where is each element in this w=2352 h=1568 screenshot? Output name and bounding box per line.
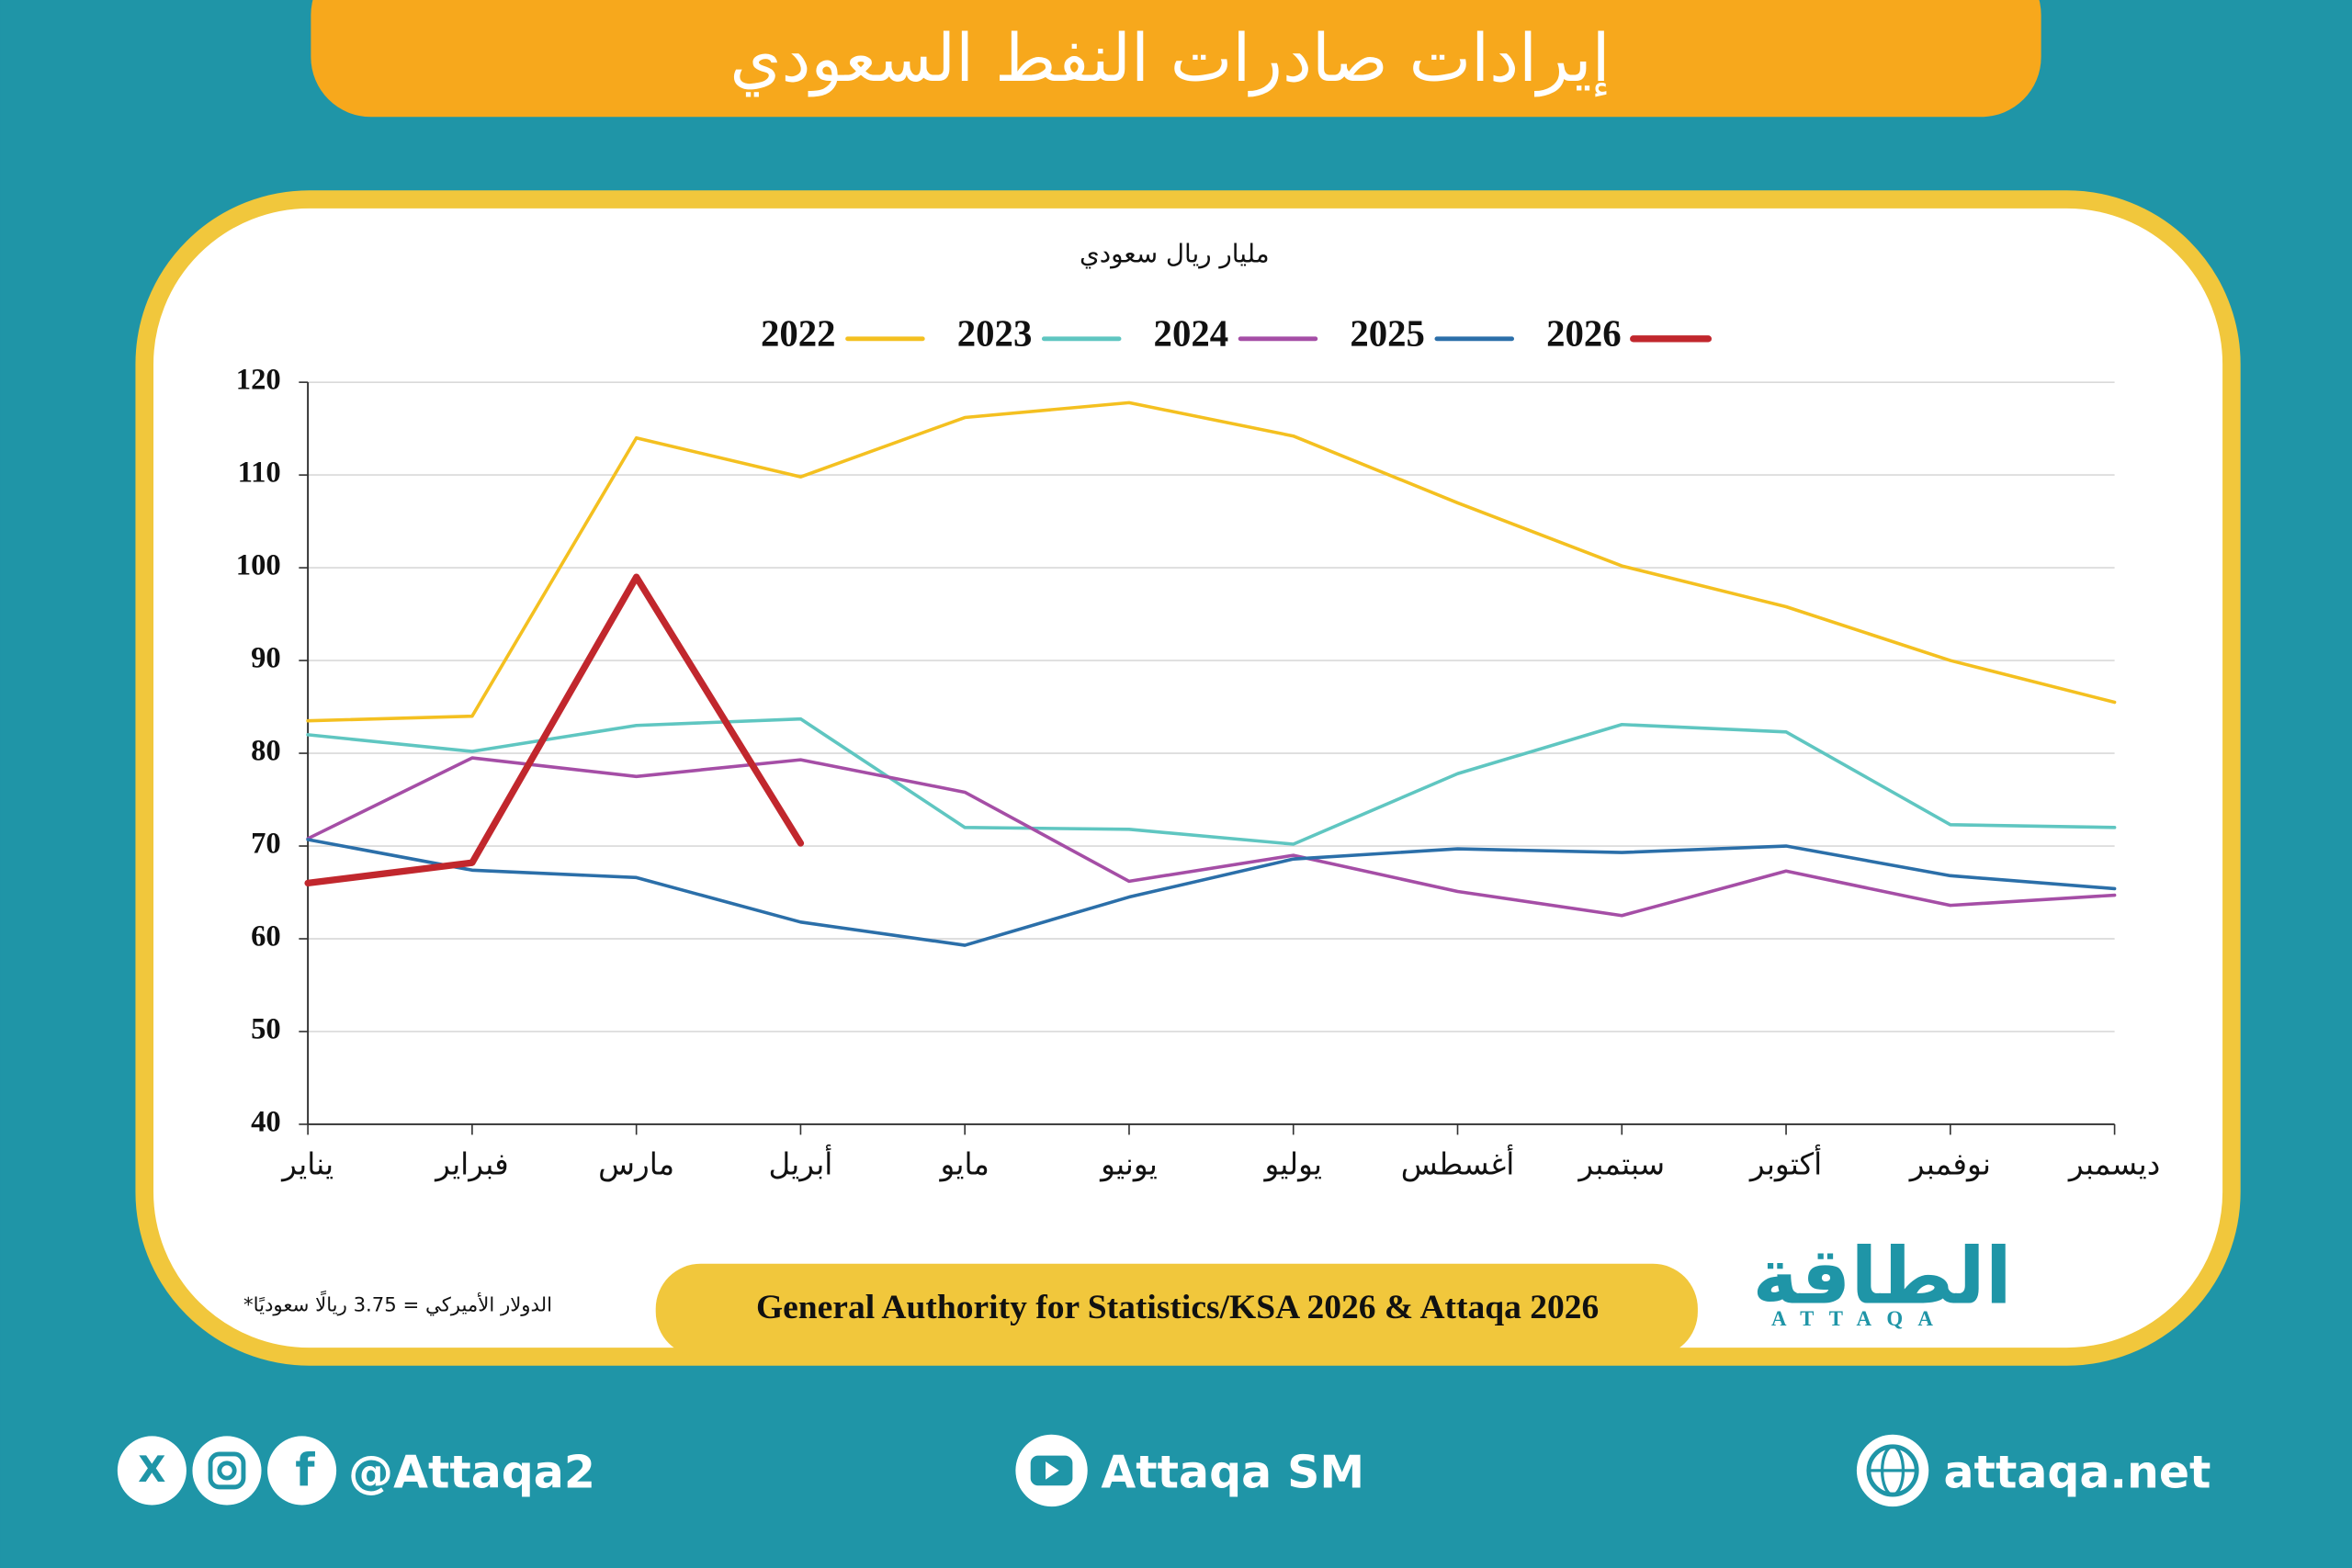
y-tick-label: 120 — [236, 364, 281, 397]
social-handle[interactable]: @Attaqa2 — [348, 1446, 595, 1498]
legend-label: 2024 — [1154, 313, 1229, 355]
svg-text:f: f — [295, 1445, 315, 1497]
legend-label: 2025 — [1350, 313, 1425, 355]
y-tick-label: 40 — [251, 1105, 281, 1138]
source: General Authority for Statistics/KSA 202… — [756, 1289, 1599, 1326]
series-line — [306, 838, 2117, 947]
y-tick-label: 80 — [251, 735, 281, 768]
y-tick-label: 110 — [238, 457, 281, 490]
y-axis-unit: مليار ريال سعودي — [1080, 238, 1270, 268]
x-tick-label: سبتمبر — [1577, 1147, 1665, 1182]
x-tick-label: ديسمبر — [2067, 1147, 2160, 1182]
x-tick-label: أغسطس — [1401, 1145, 1515, 1182]
page-title: إيرادات صادرات النفط السعودي — [729, 19, 1610, 97]
source-pill — [655, 1263, 1698, 1357]
y-tick-label: 90 — [251, 642, 281, 675]
logo-name: الطاقة — [1752, 1232, 2012, 1323]
x-tick-label: نوفمبر — [1908, 1147, 1991, 1182]
y-tick-label: 100 — [236, 549, 281, 582]
legend-label: 2026 — [1546, 313, 1622, 355]
series-line — [306, 756, 2117, 918]
x-tick-label: فبراير — [434, 1147, 509, 1182]
legend-label: 2022 — [761, 313, 836, 355]
chart-card — [135, 190, 2241, 1366]
social-icons: X f — [117, 1436, 337, 1506]
facebook-icon[interactable] — [267, 1436, 337, 1506]
y-tick-label: 50 — [251, 1012, 281, 1045]
series-line — [304, 573, 805, 887]
series-line — [306, 400, 2117, 723]
series-line — [306, 716, 2117, 846]
svg-text:X: X — [138, 1450, 165, 1491]
x-tick-label: يونيو — [1099, 1147, 1158, 1182]
title-banner — [311, 0, 2041, 118]
x-tick-label: يناير — [280, 1147, 334, 1182]
y-tick-label: 70 — [251, 828, 281, 861]
note: *الدولار الأميركي = 3.75 ريالًا سعوديًا — [243, 1291, 552, 1317]
x-tick-label: مارس — [598, 1147, 674, 1182]
youtube-channel[interactable]: Attaqa SM — [1101, 1446, 1364, 1498]
y-tick-label: 60 — [251, 919, 281, 953]
x-tick-label: يوليو — [1262, 1147, 1322, 1182]
plot: 40 50 60 70 80 90 100 110 120 يناير فبراير مارس أبري… — [236, 313, 2161, 1182]
legend-label: 2023 — [957, 313, 1033, 355]
x-tick-label: مايو — [939, 1147, 989, 1182]
x-icon[interactable] — [117, 1436, 187, 1506]
x-tick-label: أبريل — [768, 1145, 832, 1182]
instagram-icon[interactable] — [192, 1436, 262, 1506]
logo-latin: ATTAQA — [1771, 1307, 1948, 1330]
website[interactable]: attaqa.net — [1944, 1446, 2211, 1498]
x-tick-label: أكتوبر — [1748, 1145, 1822, 1182]
